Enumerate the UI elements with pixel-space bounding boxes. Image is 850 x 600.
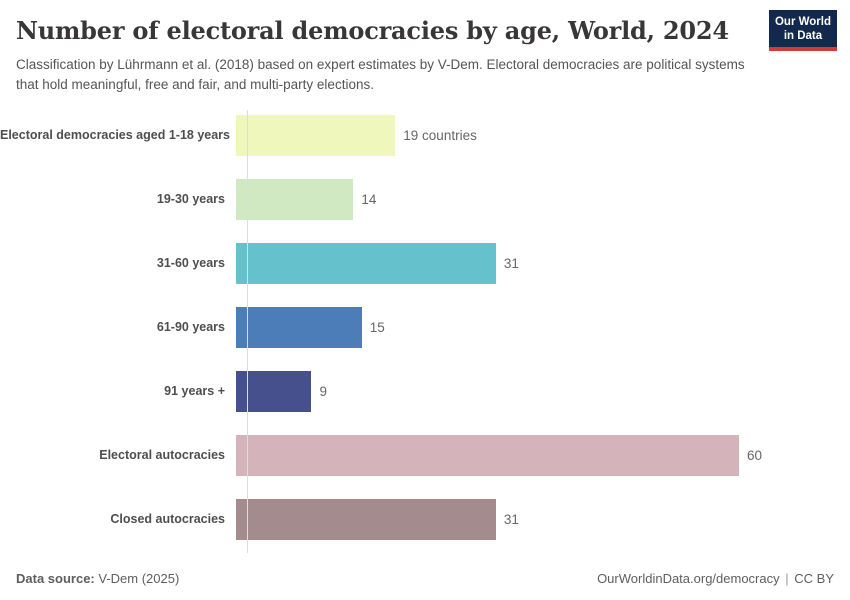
owid-logo-line2: in Data xyxy=(783,30,823,42)
bar-electoral-democracies-aged-1-18-years[interactable] xyxy=(236,114,396,156)
data-source: Data source: V-Dem (2025) xyxy=(16,571,179,586)
attribution: OurWorldinData.org/democracy | CC BY xyxy=(597,571,834,586)
value-label-19-30-years: 14 xyxy=(361,191,377,207)
bar-closed-autocracies[interactable] xyxy=(236,498,496,540)
bar-area: 14 xyxy=(236,178,850,220)
category-label-electoral-autocracies: Electoral autocracies xyxy=(99,448,225,462)
owid-logo: Our World in Data xyxy=(768,10,837,51)
chart-row-61-90-years: 61-90 years 15 xyxy=(0,295,850,359)
chart-header: Number of electoral democracies by age, … xyxy=(0,0,850,95)
bar-31-60-years[interactable] xyxy=(236,242,496,284)
chart-footer: Data source: V-Dem (2025) OurWorldinData… xyxy=(16,571,834,586)
value-label-electoral-autocracies: 60 xyxy=(747,447,763,463)
category-label-electoral-democracies-aged-1-18-years: Electoral democracies aged 1-18 years xyxy=(0,128,230,142)
bar-area: 31 xyxy=(236,242,850,284)
chart-rows: Electoral democracies aged 1-18 years 19 … xyxy=(0,103,850,551)
owid-logo-line1: Our World xyxy=(774,16,831,28)
axis-line xyxy=(247,110,248,553)
category-label-31-60-years: 31-60 years xyxy=(156,256,225,270)
value-label-91-years: 9 xyxy=(319,383,327,399)
category-label-closed-autocracies: Closed autocracies xyxy=(110,512,225,526)
value-label-31-60-years: 31 xyxy=(503,255,519,271)
value-label-61-90-years: 15 xyxy=(369,319,385,335)
chart-row-31-60-years: 31-60 years 31 xyxy=(0,231,850,295)
category-label-19-30-years: 19-30 years xyxy=(156,192,225,206)
data-source-value: V-Dem (2025) xyxy=(94,571,180,586)
bar-chart: Electoral democracies aged 1-18 years 19 … xyxy=(0,103,850,553)
category-label-61-90-years: 61-90 years xyxy=(156,320,225,334)
bar-61-90-years[interactable] xyxy=(236,306,362,348)
chart-row-91-years: 91 years + 9 xyxy=(0,359,850,423)
bar-area: 9 xyxy=(236,370,850,412)
license-link[interactable]: CC BY xyxy=(794,571,834,586)
value-label-closed-autocracies: 31 xyxy=(503,511,519,527)
bar-area: 19 countries xyxy=(236,114,850,156)
category-label-91-years: 91 years + xyxy=(164,384,225,398)
data-source-label: Data source: xyxy=(16,571,95,586)
chart-title: Number of electoral democracies by age, … xyxy=(16,16,729,45)
chart-row-electoral-autocracies: Electoral autocracies 60 xyxy=(0,423,850,487)
bar-electoral-autocracies[interactable] xyxy=(236,434,739,476)
chart-row-closed-autocracies: Closed autocracies 31 xyxy=(0,487,850,551)
chart-subtitle: Classification by Lührmann et al. (2018)… xyxy=(16,57,745,92)
bar-area: 31 xyxy=(236,498,850,540)
owid-url-link[interactable]: OurWorldinData.org/democracy xyxy=(597,571,780,586)
bar-area: 60 xyxy=(236,434,850,476)
value-label-electoral-democracies-aged-1-18-years: 19 countries xyxy=(403,127,477,143)
attribution-separator: | xyxy=(785,571,789,586)
bar-91-years[interactable] xyxy=(236,370,312,412)
bar-19-30-years[interactable] xyxy=(236,178,354,220)
bar-area: 15 xyxy=(236,306,850,348)
chart-row-electoral-democracies-aged-1-18-years: Electoral democracies aged 1-18 years 19 … xyxy=(0,103,850,167)
chart-row-19-30-years: 19-30 years 14 xyxy=(0,167,850,231)
